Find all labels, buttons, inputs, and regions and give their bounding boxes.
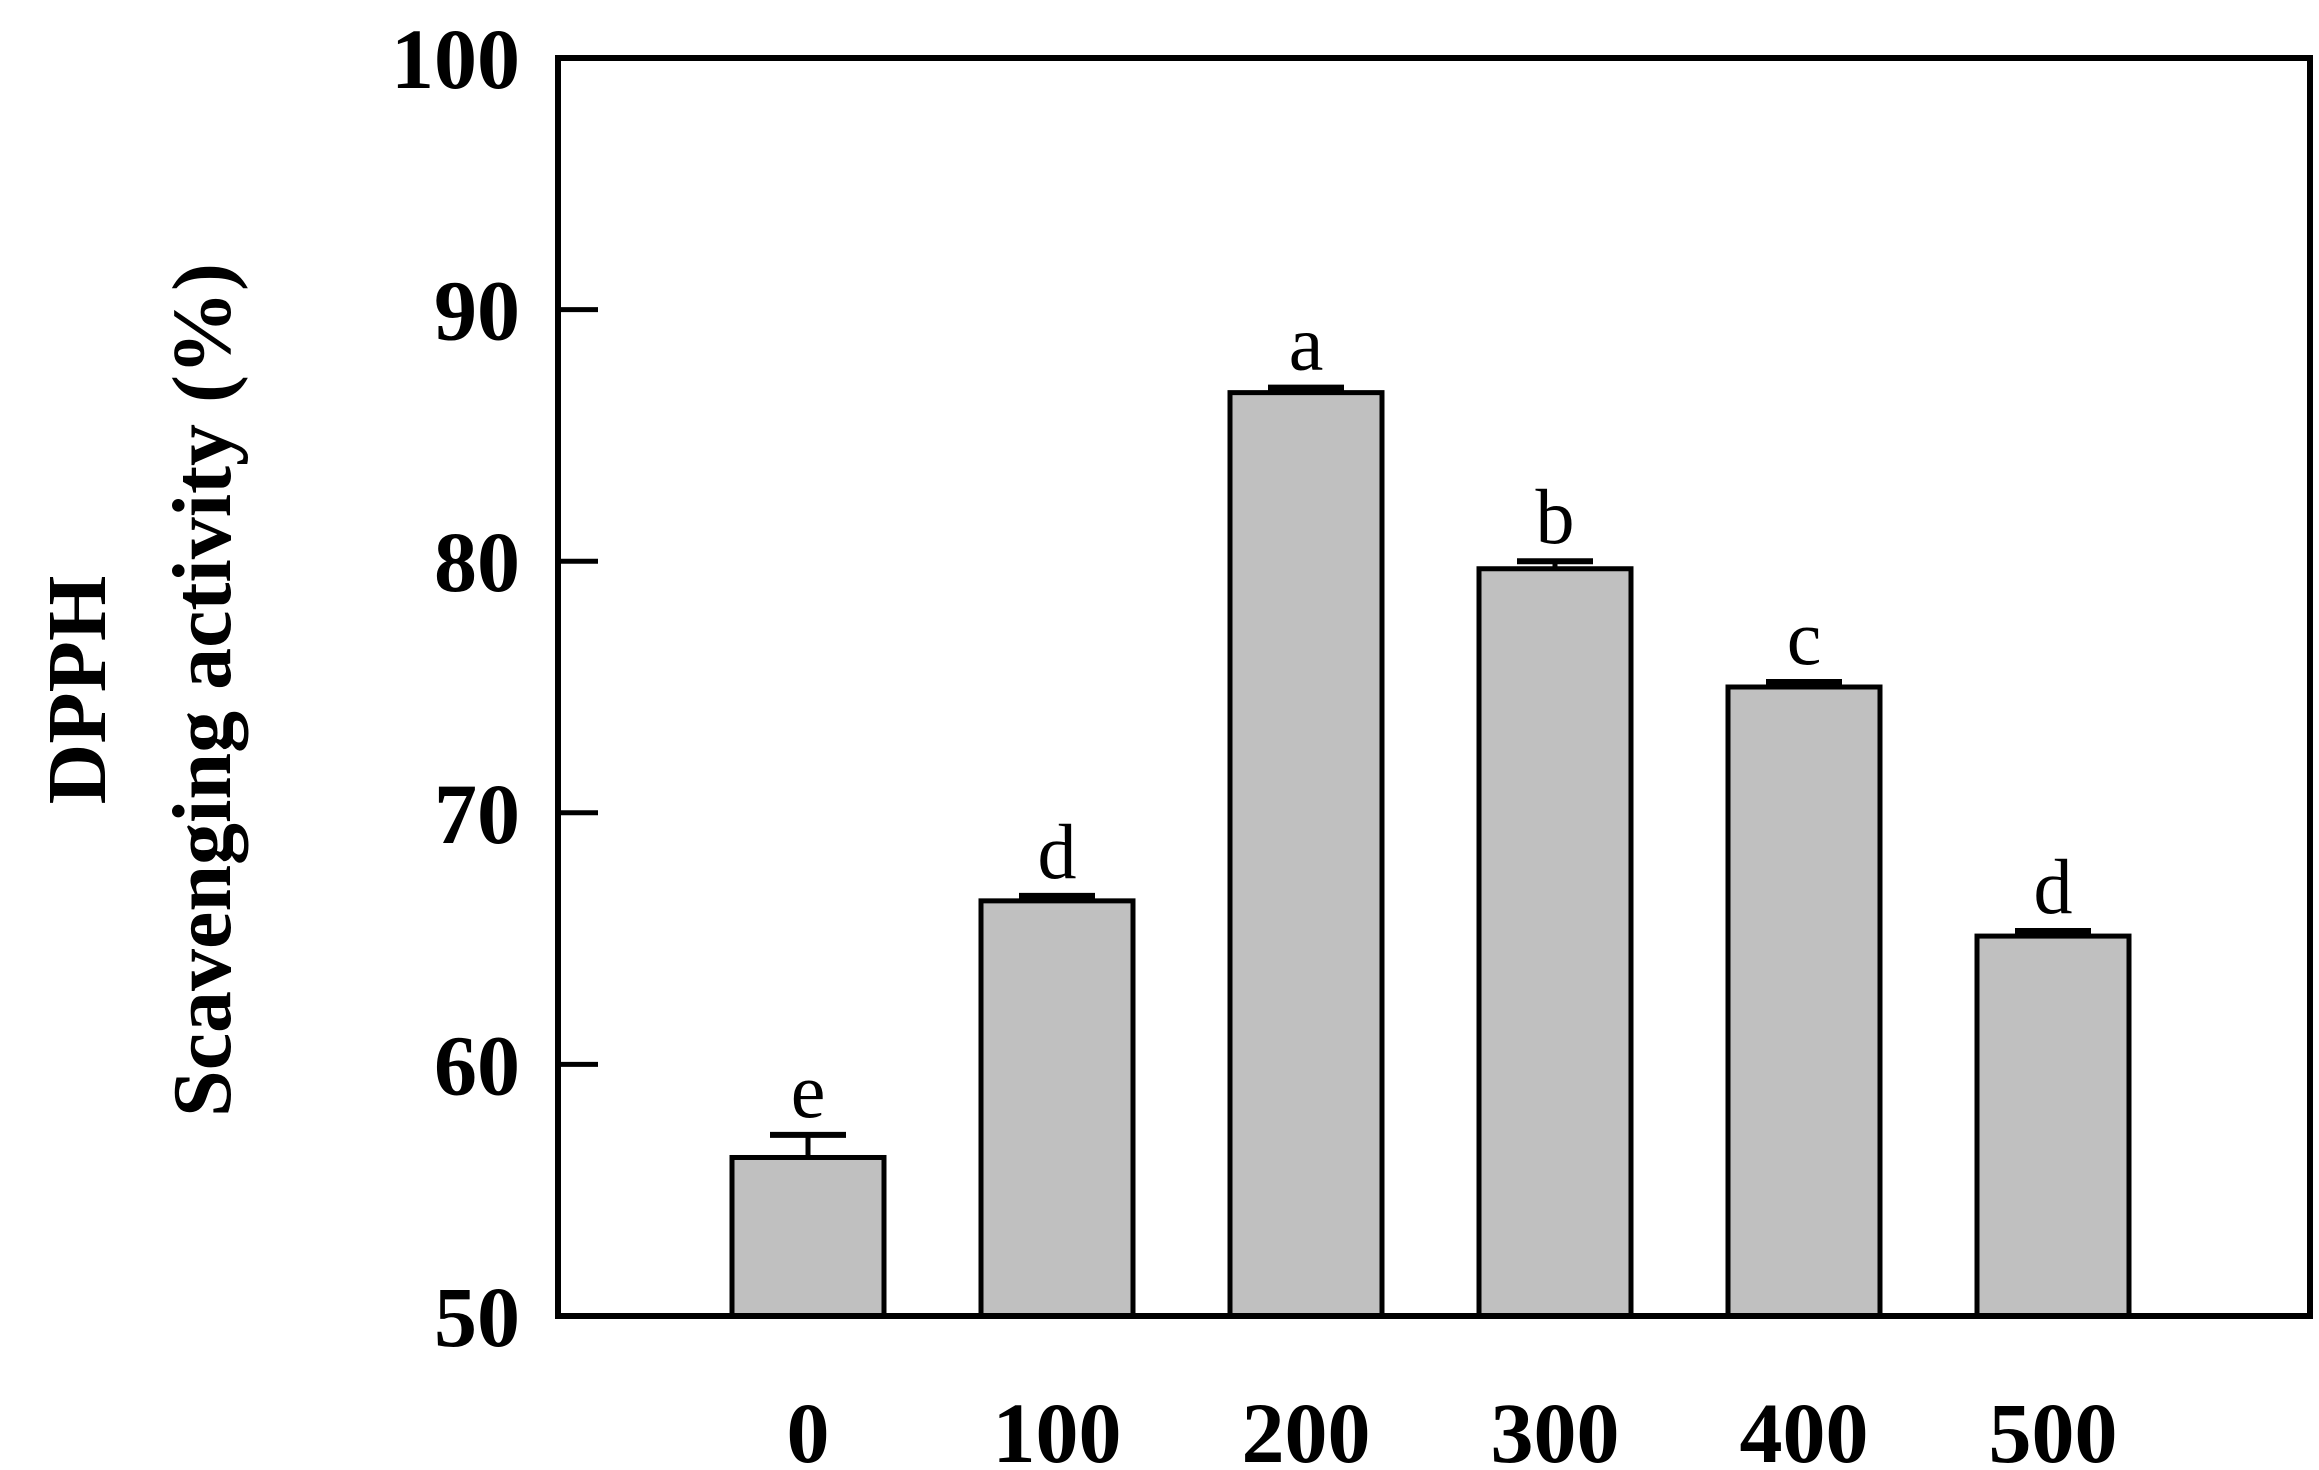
y-tick-label-100: 100	[391, 11, 520, 107]
significance-label-500: d	[2034, 843, 2073, 930]
y-tick-label-60: 60	[434, 1017, 520, 1113]
plot-frame	[555, 55, 2313, 1319]
significance-label-200: a	[1289, 300, 1324, 387]
x-tick-label-500: 500	[1989, 1385, 2118, 1470]
x-tick-label-0: 0	[787, 1385, 830, 1470]
y-axis-title-line-2: Scavenging activity (%)	[156, 263, 249, 1117]
x-tick-label-400: 400	[1740, 1385, 1869, 1470]
x-tick-label-100: 100	[993, 1385, 1122, 1470]
bar-100	[978, 898, 1136, 1319]
y-tick-label-80: 80	[434, 514, 520, 610]
significance-label-100: d	[1038, 808, 1077, 895]
x-tick-label-200: 200	[1242, 1385, 1371, 1470]
x-tick-label-300: 300	[1491, 1385, 1620, 1470]
bar-400	[1725, 684, 1883, 1319]
significance-label-300: b	[1536, 473, 1575, 560]
significance-label-0: e	[791, 1047, 826, 1134]
y-tick-label-90: 90	[434, 263, 520, 359]
y-axis-title-line-1: DPPH	[31, 576, 124, 805]
plot-area: e 0 d 100 a 200 b 300 c 400 d 500 50 60 70 80 90 100	[391, 11, 2313, 1470]
y-tick-label-50: 50	[434, 1269, 520, 1365]
significance-label-400: c	[1787, 594, 1822, 681]
y-axis-title: DPPH Scavenging activity (%)	[31, 263, 249, 1117]
bar-500	[1974, 933, 2132, 1319]
bar-0	[729, 1154, 887, 1319]
y-tick-label-70: 70	[434, 766, 520, 862]
bar-200	[1227, 390, 1385, 1319]
bar-300	[1476, 566, 1634, 1319]
